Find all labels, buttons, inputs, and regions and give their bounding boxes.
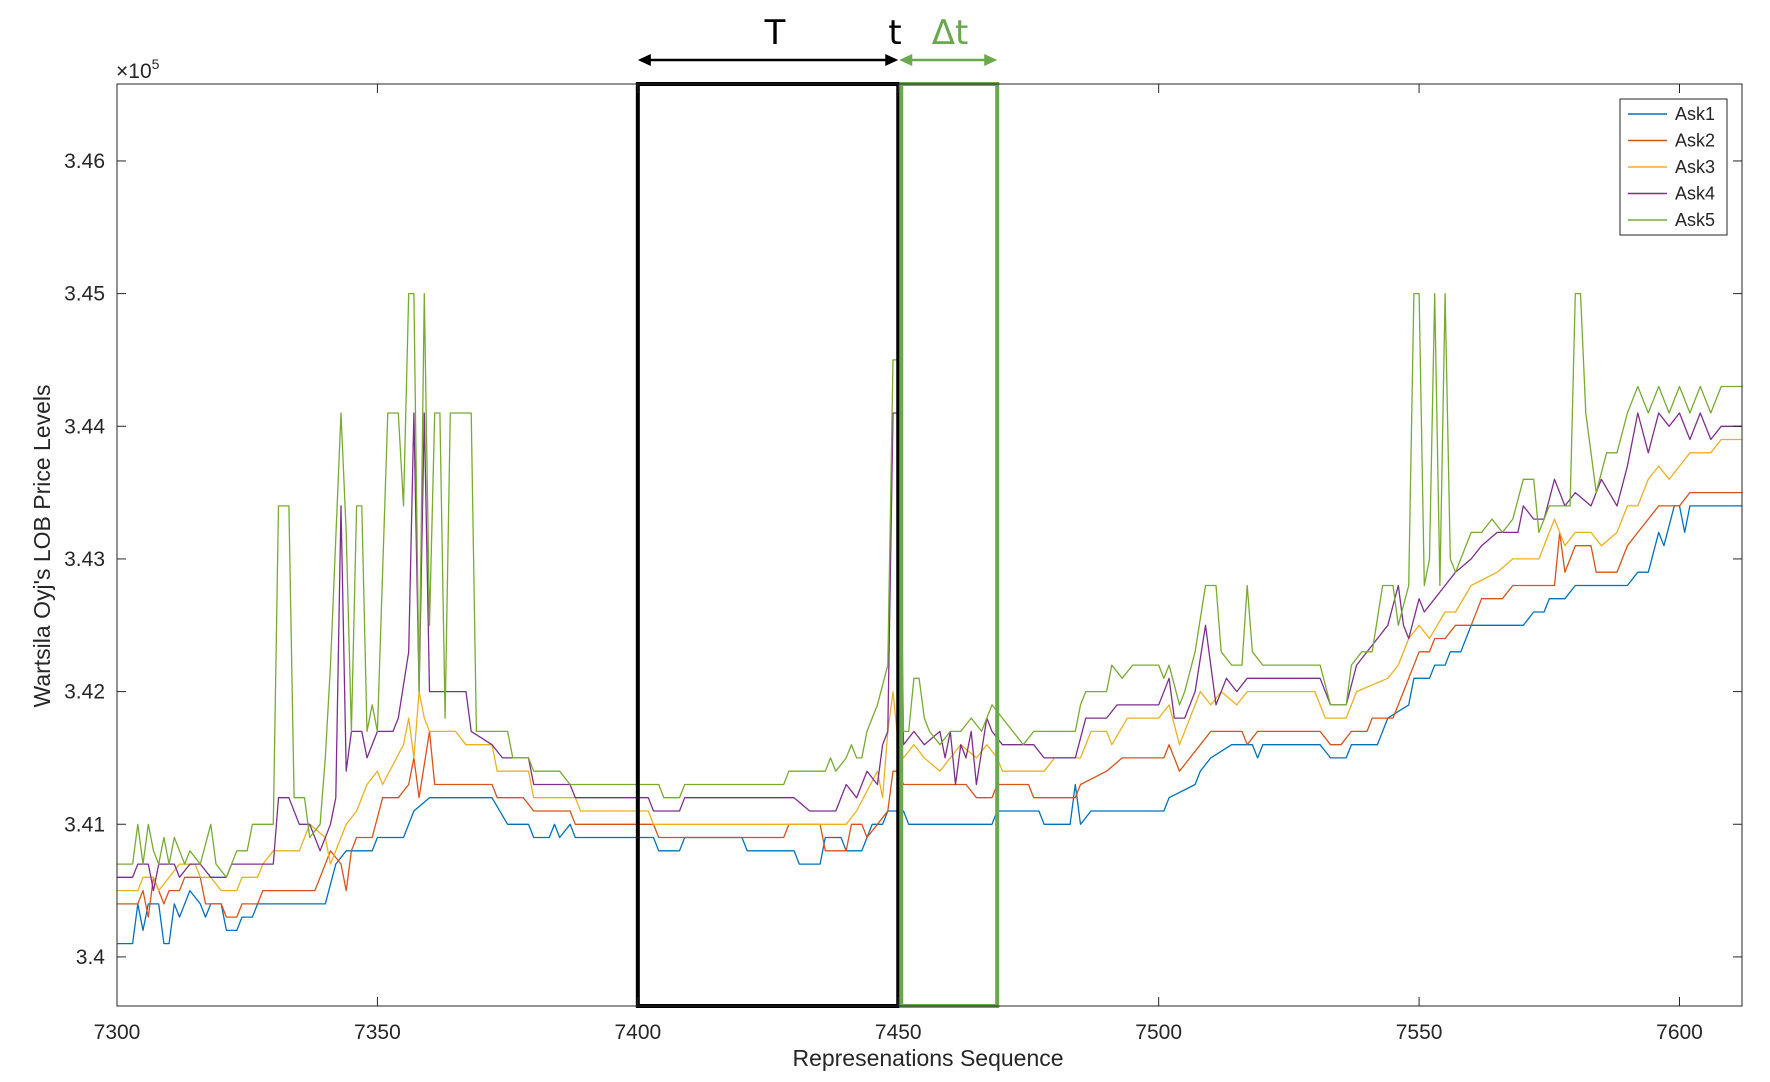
x-tick-label: 7450 [875, 1021, 922, 1044]
legend-label-ask3: Ask3 [1675, 157, 1715, 177]
series-line-ask4 [117, 412, 1742, 892]
tick-marks: 7300 7350 7400 7450 7500 7550 7600 3.4 3.41 3.42 3… [64, 84, 1742, 1044]
x-tick-label: 7500 [1135, 1021, 1182, 1044]
x-tick-label: 7600 [1656, 1021, 1703, 1044]
legend-label-ask4: Ask4 [1675, 184, 1715, 204]
legend-label-ask1: Ask1 [1675, 104, 1715, 124]
y-axis-label: Wartsila Oyj's LOB Price Levels [29, 384, 55, 707]
y-tick-label: 3.42 [64, 681, 105, 704]
y-tick-label: 3.41 [64, 813, 105, 836]
y-axis-multiplier: ×105 [116, 56, 160, 83]
series-line-ask5 [117, 292, 1742, 878]
x-tick-label: 7350 [354, 1021, 401, 1044]
plot-area-frame [116, 83, 1743, 1007]
series-lines [117, 292, 1742, 945]
legend-label-ask5: Ask5 [1675, 210, 1715, 230]
y-axis-multiplier-exponent: 5 [152, 56, 160, 72]
legend: Ask1 Ask2 Ask3 Ask4 Ask5 [1619, 98, 1728, 236]
y-tick-label: 3.45 [64, 283, 105, 306]
legend-label-ask2: Ask2 [1675, 131, 1715, 151]
axes [116, 83, 1743, 1007]
legend-entries: Ask1 Ask2 Ask3 Ask4 Ask5 [1628, 104, 1715, 230]
y-tick-label: 3.4 [76, 946, 106, 969]
window-delta-t-label: Δt [932, 13, 969, 53]
window-t-label: t [888, 13, 901, 53]
x-tick-label: 7400 [614, 1021, 661, 1044]
window-T-arrow [637, 54, 899, 66]
window-T-label: T [764, 13, 786, 53]
x-tick-label: 7300 [94, 1021, 141, 1044]
y-tick-label: 3.44 [64, 415, 105, 438]
x-axis-label: Represenations Sequence [792, 1045, 1063, 1071]
x-tick-label: 7550 [1396, 1021, 1443, 1044]
window-delta-t-arrow [899, 54, 998, 66]
y-tick-label: 3.43 [64, 548, 105, 571]
y-tick-label: 3.46 [64, 150, 105, 173]
y-axis-multiplier-base: ×10 [116, 60, 152, 83]
